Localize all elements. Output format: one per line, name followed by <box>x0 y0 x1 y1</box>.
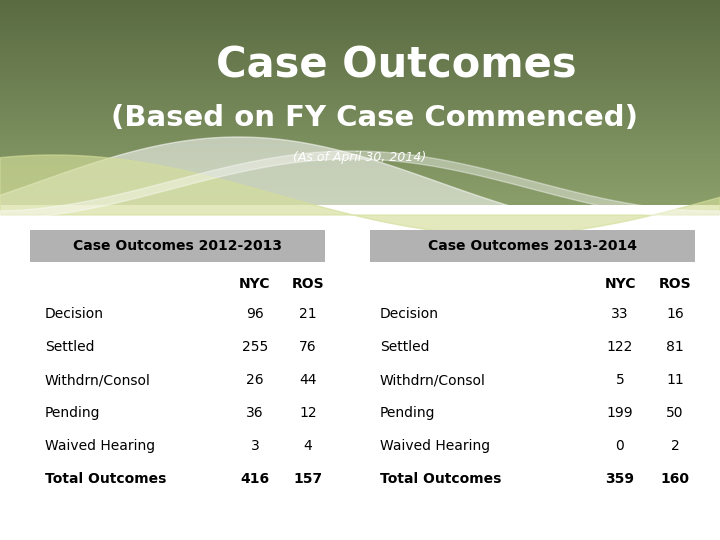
Text: 76: 76 <box>300 340 317 354</box>
Text: 157: 157 <box>294 472 323 486</box>
Text: 21: 21 <box>300 307 317 321</box>
Text: 26: 26 <box>246 373 264 387</box>
Text: ROS: ROS <box>292 277 324 291</box>
Text: 160: 160 <box>660 472 690 486</box>
Text: Case Outcomes: Case Outcomes <box>216 44 576 86</box>
Text: 199: 199 <box>607 406 634 420</box>
Text: ROS: ROS <box>659 277 691 291</box>
Text: 81: 81 <box>666 340 684 354</box>
Text: 36: 36 <box>246 406 264 420</box>
Text: 4: 4 <box>304 439 312 453</box>
Text: Withdrn/Consol: Withdrn/Consol <box>45 373 151 387</box>
Bar <box>370 230 695 262</box>
Text: 359: 359 <box>606 472 634 486</box>
Text: 0: 0 <box>616 439 624 453</box>
Text: 5: 5 <box>616 373 624 387</box>
Text: 11: 11 <box>666 373 684 387</box>
Text: 50: 50 <box>666 406 684 420</box>
Text: Pending: Pending <box>45 406 101 420</box>
Text: 44: 44 <box>300 373 317 387</box>
Text: 96: 96 <box>246 307 264 321</box>
Text: 3: 3 <box>251 439 259 453</box>
Text: Waived Hearing: Waived Hearing <box>45 439 155 453</box>
Text: Case Outcomes 2012-2013: Case Outcomes 2012-2013 <box>73 239 282 253</box>
Text: NYC: NYC <box>604 277 636 291</box>
Text: 416: 416 <box>240 472 269 486</box>
Text: (Based on FY Case Commenced): (Based on FY Case Commenced) <box>111 104 638 132</box>
Text: 12: 12 <box>300 406 317 420</box>
Text: 33: 33 <box>611 307 629 321</box>
Text: NYC: NYC <box>239 277 271 291</box>
Text: (As of April 30, 2014): (As of April 30, 2014) <box>293 152 427 165</box>
Text: Total Outcomes: Total Outcomes <box>45 472 166 486</box>
Text: Decision: Decision <box>45 307 104 321</box>
Text: 122: 122 <box>607 340 633 354</box>
Text: Total Outcomes: Total Outcomes <box>380 472 501 486</box>
Text: 16: 16 <box>666 307 684 321</box>
Text: Settled: Settled <box>380 340 430 354</box>
Text: Withdrn/Consol: Withdrn/Consol <box>380 373 486 387</box>
Text: 2: 2 <box>670 439 680 453</box>
Text: 255: 255 <box>242 340 268 354</box>
Text: Decision: Decision <box>380 307 439 321</box>
Text: Case Outcomes 2013-2014: Case Outcomes 2013-2014 <box>428 239 637 253</box>
Text: Settled: Settled <box>45 340 94 354</box>
Bar <box>30 230 325 262</box>
Text: Pending: Pending <box>380 406 436 420</box>
Text: Waived Hearing: Waived Hearing <box>380 439 490 453</box>
